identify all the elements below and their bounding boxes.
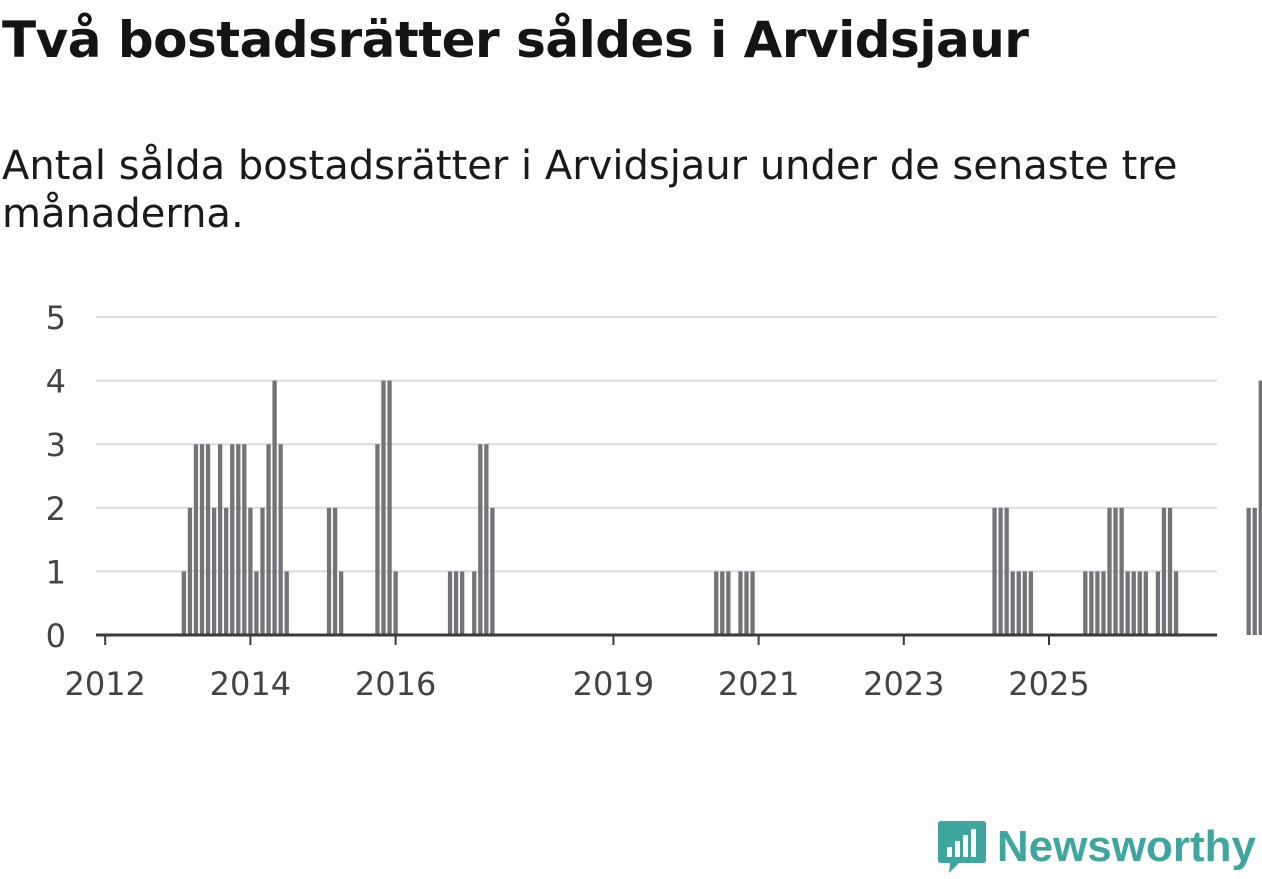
x-tick-label: 2021 <box>718 665 799 703</box>
bar <box>714 571 719 635</box>
bar <box>1004 507 1009 635</box>
bar <box>260 507 265 635</box>
bar <box>181 571 186 635</box>
bar <box>393 571 398 635</box>
bar <box>1083 571 1088 635</box>
x-tick-label: 2016 <box>355 665 436 703</box>
x-tick-label: 2012 <box>64 665 145 703</box>
bar <box>1131 571 1136 635</box>
bar <box>266 444 271 635</box>
newsworthy-logo[interactable]: Newsworthy <box>937 819 1256 875</box>
bar <box>272 380 277 635</box>
bar <box>1155 571 1161 635</box>
y-tick-label: 2 <box>46 490 66 528</box>
bar <box>254 571 259 635</box>
bar <box>726 571 731 635</box>
bar <box>460 571 465 635</box>
bar <box>1101 571 1106 635</box>
bar <box>199 444 205 635</box>
bar <box>375 444 380 635</box>
bar <box>278 444 283 635</box>
bar <box>1107 507 1112 635</box>
bar <box>1173 571 1179 635</box>
y-tick-label: 0 <box>46 617 66 655</box>
bar <box>1016 571 1021 635</box>
chart-title: Två bostadsrätter såldes i Arvidsjaur <box>2 11 1029 69</box>
bar <box>472 571 477 635</box>
y-tick-label: 4 <box>46 363 66 401</box>
bar <box>998 507 1003 635</box>
bar <box>1125 571 1130 635</box>
bar <box>218 444 223 635</box>
bar <box>744 571 749 635</box>
bar <box>1089 571 1094 635</box>
newsworthy-logo-icon <box>937 821 986 873</box>
chart-subtitle: Antal sålda bostadsrätter i Arvidsjaur u… <box>2 143 1178 237</box>
bar <box>284 571 289 635</box>
bar <box>1028 571 1033 635</box>
y-axis: 0 1 2 3 4 5 <box>46 299 66 655</box>
bar <box>193 444 199 635</box>
bar <box>224 507 229 635</box>
bar <box>230 444 235 635</box>
bars <box>181 380 1262 635</box>
y-tick-label: 3 <box>46 426 66 464</box>
bar <box>187 507 193 635</box>
x-tick-label: 2014 <box>210 665 291 703</box>
y-tick-label: 1 <box>46 553 66 591</box>
bar <box>1246 507 1251 635</box>
bar <box>720 571 725 635</box>
bar <box>1113 507 1118 635</box>
x-tick-label: 2023 <box>863 665 944 703</box>
bar <box>1167 507 1173 635</box>
bar <box>1161 507 1167 635</box>
bar <box>211 507 217 635</box>
bar <box>242 444 247 635</box>
x-axis: 2012 2014 2016 2019 2021 2023 2025 <box>64 633 1217 703</box>
bar <box>236 444 241 635</box>
bar <box>332 507 338 635</box>
bar <box>339 571 344 635</box>
bar <box>1252 507 1257 635</box>
bar <box>478 444 483 635</box>
bar <box>381 380 386 635</box>
x-tick-label: 2025 <box>1008 665 1089 703</box>
bar <box>447 571 453 635</box>
bar <box>1119 507 1124 635</box>
bar <box>326 507 332 635</box>
bar <box>205 444 211 635</box>
bar <box>1143 571 1148 635</box>
bar <box>1010 571 1015 635</box>
bar <box>387 380 392 635</box>
bar <box>453 571 459 635</box>
bar <box>1137 571 1142 635</box>
bar <box>750 571 755 635</box>
bar <box>992 507 997 635</box>
y-tick-label: 5 <box>46 299 66 337</box>
bar-chart: 0 1 2 3 4 5 2012 2014 2016 2019 2021 2023 2025 2 <box>46 299 1262 703</box>
bar <box>484 444 489 635</box>
newsworthy-logo-text: Newsworthy <box>996 822 1256 871</box>
bar <box>738 571 743 635</box>
bar <box>1022 571 1027 635</box>
bar <box>1258 380 1262 635</box>
x-tick-label: 2019 <box>573 665 654 703</box>
bar <box>490 507 495 635</box>
bar <box>248 507 253 635</box>
bar <box>1095 571 1100 635</box>
